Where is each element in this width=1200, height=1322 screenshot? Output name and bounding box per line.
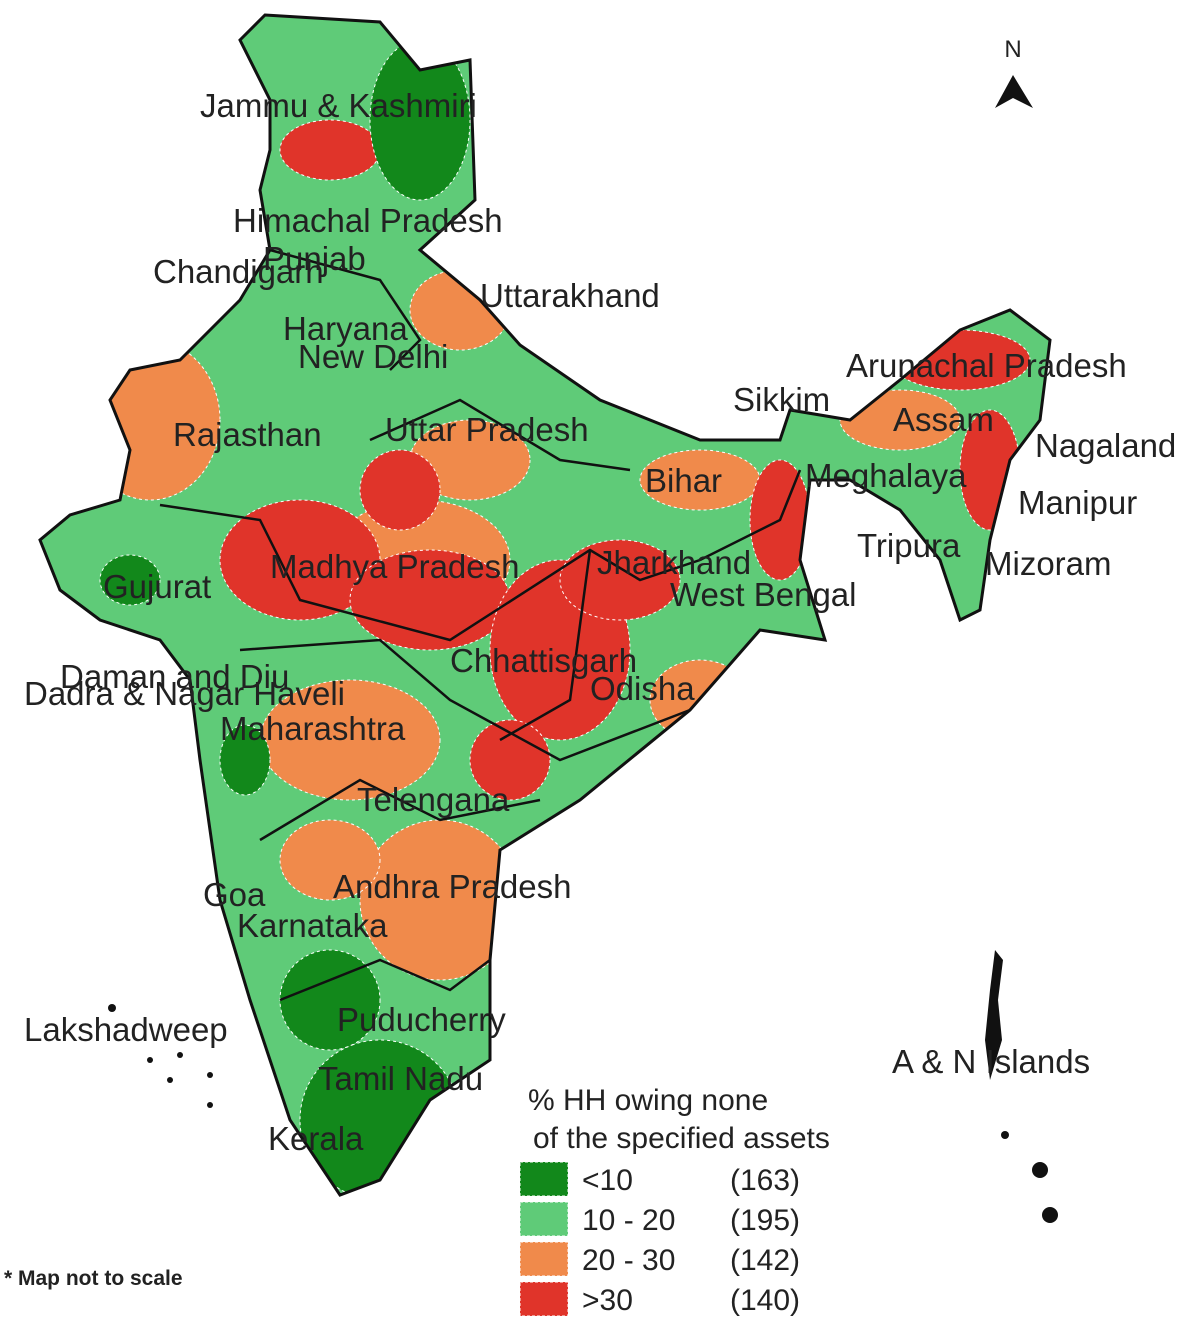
legend: <10 (163) 10 - 20 (195) 20 - 30 (142) >30 (140) [519,1161,800,1317]
region [219,724,271,796]
state-borders [159,248,802,1002]
legend-count: (195) [730,1204,800,1237]
state-label: Haryana [283,310,408,347]
state-label: West Bengal [670,576,857,613]
legend-swatch [519,1281,569,1317]
state-label: Assam [893,401,994,438]
state-label: Lakshadweep [24,1011,228,1048]
region [279,119,381,181]
state-label: Jharkhand [597,544,751,581]
region [279,819,381,901]
state-label: Maharashtra [220,710,406,747]
state-label: Himachal Pradesh [233,202,503,239]
state-label: Chhattisgarh [450,642,637,679]
state-label: Goa [203,876,266,913]
state-label: Tripura [857,527,961,564]
north-arrow [995,75,1033,108]
state-label: Uttarakhand [480,277,660,314]
state-label: A & N Islands [892,1043,1090,1080]
region [559,539,681,621]
state-label: Odisha [590,670,695,707]
state-label: Sikkim [733,381,830,418]
state-label: Daman and Diu [60,658,289,695]
region [469,719,551,801]
legend-title: % HH owing none [528,1084,768,1117]
region [219,499,381,621]
legend-swatch [519,1201,569,1237]
state-label: Telengana [357,781,510,818]
state-label: Gujurat [103,568,211,605]
region [369,39,471,201]
state-label: Karnataka [237,907,388,944]
state-label: Chandigarh [153,253,324,290]
state-label: Puducherry [337,1001,506,1038]
legend-range: 10 - 20 [582,1204,675,1237]
state-label: Nagaland [1035,427,1176,464]
state-label: Jammu & Kashmiri [200,87,477,124]
state-label: Rajasthan [173,416,322,453]
north-label: N [1004,36,1021,63]
legend-range: 20 - 30 [582,1244,675,1277]
region [99,554,161,606]
state-label: Mizoram [985,545,1112,582]
state-label: New Delhi [298,338,448,375]
region [359,449,441,531]
legend-range: <10 [582,1164,633,1197]
region [259,679,441,801]
state-label: Andhra Pradesh [333,868,572,905]
legend-count: (163) [730,1164,800,1197]
state-label: Uttar Pradesh [385,411,589,448]
state-label: Arunachal Pradesh [846,347,1127,384]
state-label: Meghalaya [805,457,967,494]
legend-count: (142) [730,1244,800,1277]
state-label: Tamil Nadu [318,1060,483,1097]
state-label: Dadra & Nagar Haveli [24,675,345,712]
state-label: Punjab [263,240,366,277]
islands [108,950,1058,1223]
map-note: * Map not to scale [4,1267,183,1290]
legend-swatch [519,1241,569,1277]
state-label: Manipur [1018,484,1137,521]
state-label: Madhya Pradesh [270,548,519,585]
state-label: Kerala [268,1120,364,1157]
state-label: Bihar [645,462,722,499]
legend-range: >30 [582,1284,633,1317]
legend-title: of the specified assets [533,1122,830,1155]
legend-swatch [519,1161,569,1197]
legend-count: (140) [730,1284,800,1317]
